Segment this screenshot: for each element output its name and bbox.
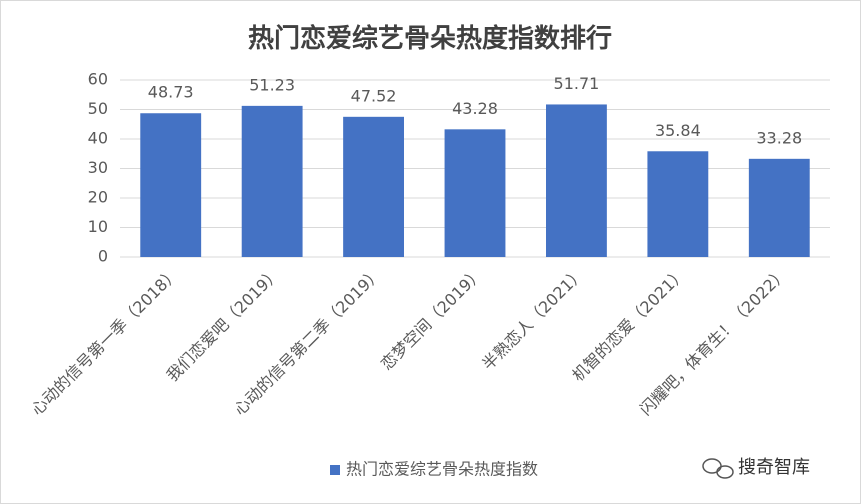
- bar: [444, 129, 506, 257]
- value-label: 48.73: [148, 83, 194, 102]
- y-tick-label: 0: [98, 247, 108, 266]
- bar: [343, 116, 404, 257]
- bar: [546, 104, 607, 257]
- legend-label: 热门恋爱综艺骨朵热度指数: [346, 460, 538, 479]
- watermark: 搜奇智库: [738, 457, 810, 478]
- legend-swatch: [330, 465, 340, 475]
- value-label: 35.84: [655, 121, 701, 140]
- chart-title: 热门恋爱综艺骨朵热度指数排行: [248, 23, 612, 54]
- bar: [647, 151, 709, 257]
- y-tick-label: 50: [88, 99, 108, 118]
- value-label: 47.52: [351, 86, 397, 105]
- bar: [241, 105, 303, 258]
- watermark-icon: [702, 458, 734, 479]
- bar: [748, 158, 810, 257]
- value-label: 51.23: [249, 75, 295, 94]
- value-label: 51.71: [554, 74, 600, 93]
- value-label: 43.28: [452, 99, 498, 118]
- y-tick-label: 20: [88, 188, 108, 207]
- bar: [140, 113, 202, 258]
- value-label: 33.28: [756, 128, 802, 147]
- y-tick-label: 60: [88, 70, 108, 89]
- y-tick-label: 30: [88, 158, 108, 177]
- y-tick-label: 40: [88, 129, 108, 148]
- y-tick-label: 10: [88, 217, 108, 236]
